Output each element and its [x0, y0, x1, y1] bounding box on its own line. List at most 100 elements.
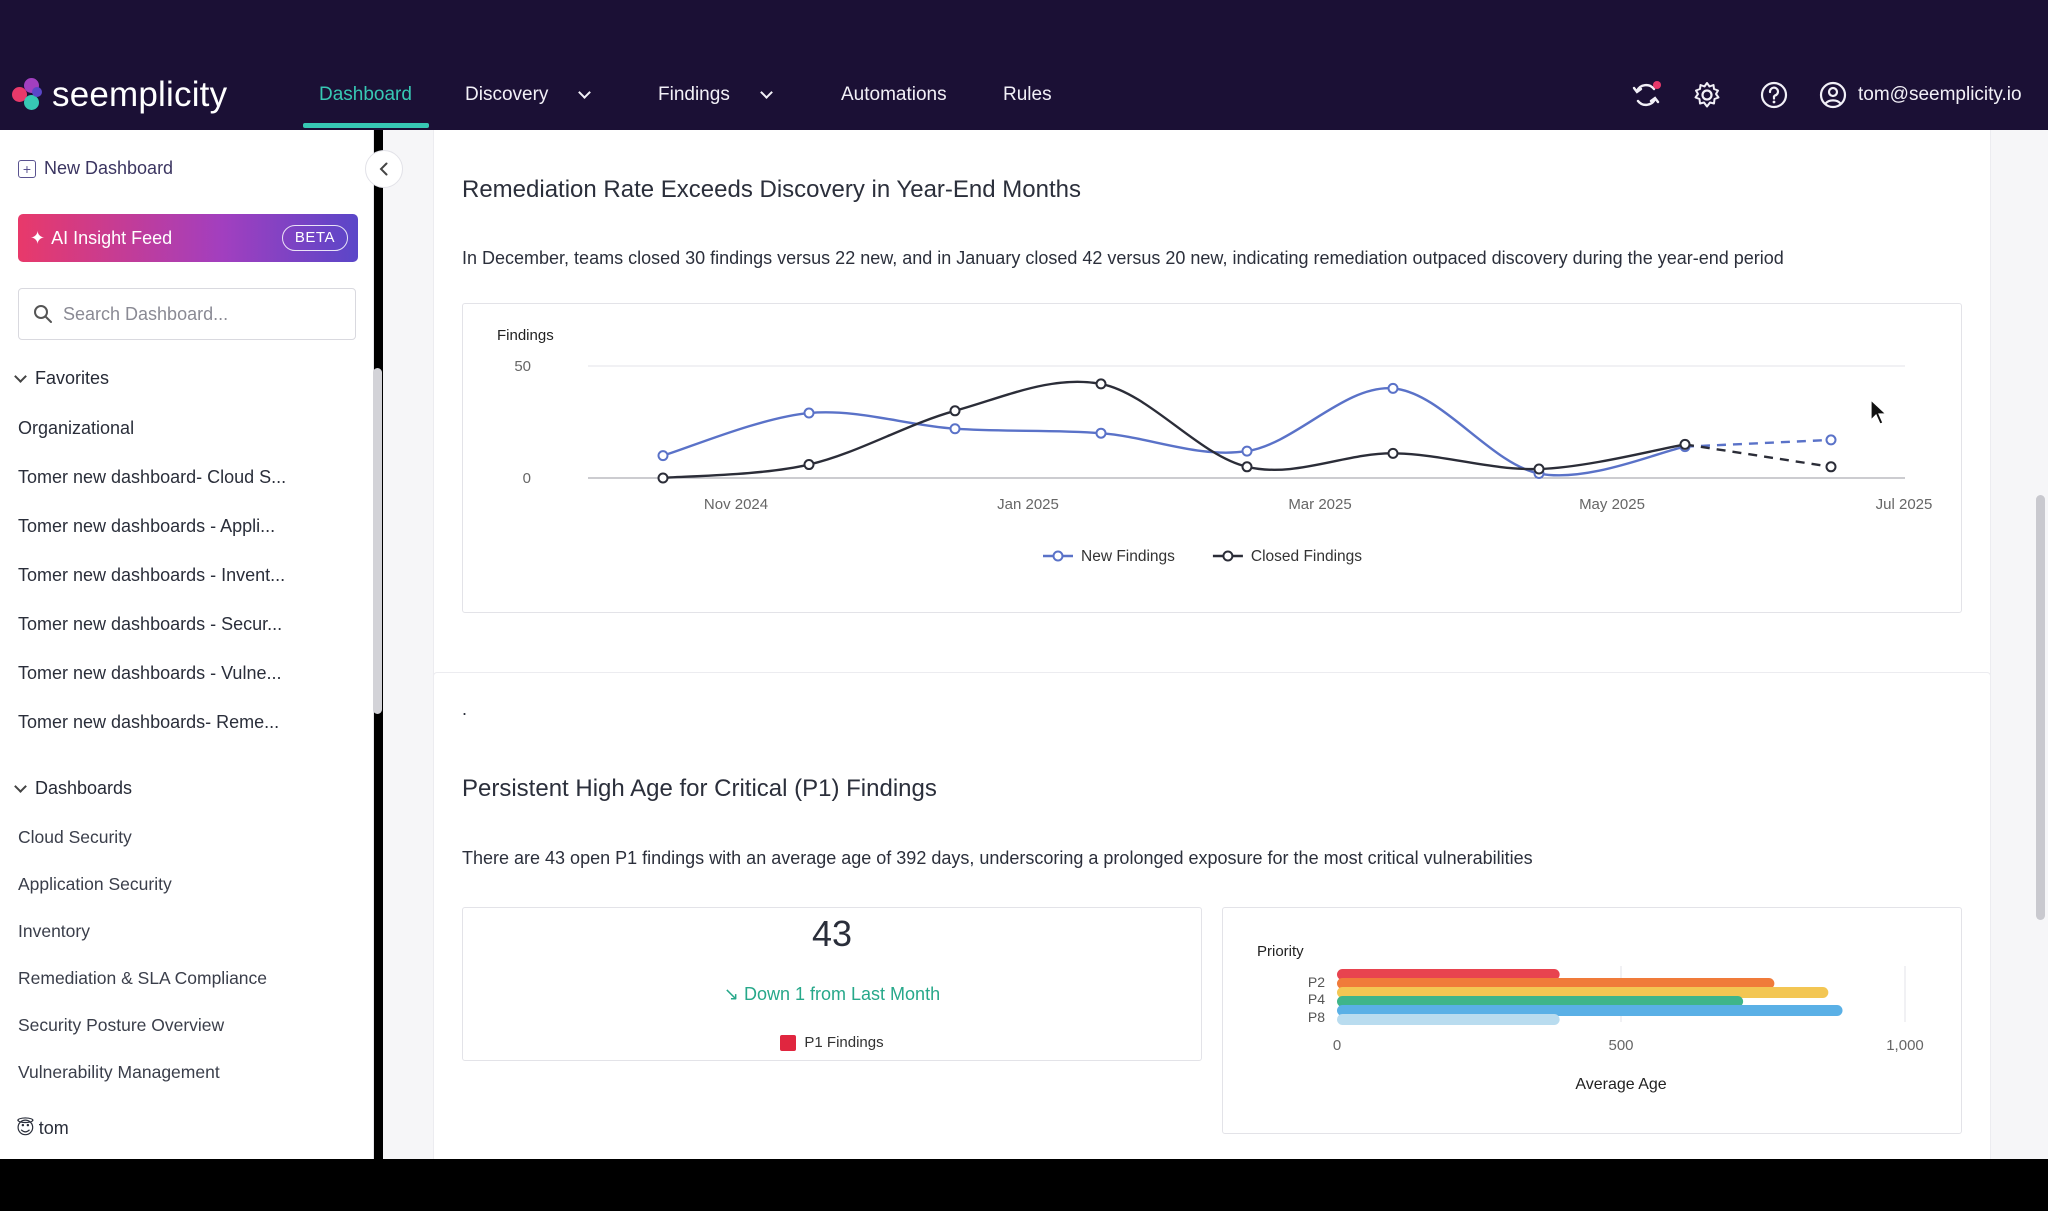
chevron-left-icon — [379, 162, 388, 176]
trend-down-icon: ↘ — [723, 984, 739, 1004]
favorite-item[interactable]: Tomer new dashboards - Appli... — [18, 516, 276, 536]
x-axis-title: Average Age — [1575, 1076, 1666, 1093]
data-point — [1533, 463, 1545, 475]
insight-title: Persistent High Age for Critical (P1) Fi… — [462, 775, 937, 802]
y-tick-label: 50 — [514, 358, 531, 375]
dashboard-item[interactable]: Security Posture Overview — [18, 1015, 225, 1035]
user-menu[interactable]: tom@seemplicity.io — [1818, 60, 2022, 130]
x-tick-label: May 2025 — [1579, 496, 1645, 513]
favorite-item[interactable]: Tomer new dashboards - Invent... — [18, 565, 286, 585]
caret-down-icon — [14, 779, 27, 793]
dashboard-item[interactable]: Cloud Security — [18, 827, 132, 847]
dashboard-item[interactable]: Vulnerability Management — [18, 1062, 220, 1082]
new-dashboard-button[interactable]: + New Dashboard — [18, 158, 173, 179]
x-tick-label: Mar 2025 — [1288, 496, 1351, 513]
brand-logo[interactable]: seemplicity — [12, 70, 227, 120]
data-point — [1679, 438, 1691, 450]
favorite-item[interactable]: Tomer new dashboards - Secur... — [18, 614, 283, 634]
beta-badge: BETA — [281, 225, 348, 251]
nav-automations[interactable]: Automations — [841, 60, 947, 130]
y-axis-title: Findings — [497, 327, 554, 344]
bar — [1337, 969, 1560, 980]
x-tick-label: Jan 2025 — [997, 496, 1059, 513]
favorites-title: Favorites — [35, 368, 110, 388]
settings-icon[interactable] — [1692, 60, 1722, 130]
search-dashboard-input[interactable] — [63, 303, 333, 325]
nav-findings-label: Findings — [658, 84, 730, 105]
help-icon[interactable] — [1759, 60, 1789, 130]
nav-rules-label: Rules — [1003, 84, 1052, 105]
insight-card-remediation: Remediation Rate Exceeds Discovery in Ye… — [433, 130, 1991, 786]
data-point — [1095, 427, 1107, 439]
y-tick-label: P4 — [1308, 991, 1325, 1007]
data-point — [949, 423, 961, 435]
legend-item: Closed Findings — [1212, 548, 1362, 565]
user-email: tom@seemplicity.io — [1858, 84, 2022, 105]
sidebar-scrollbar[interactable] — [373, 368, 382, 714]
nav-dashboard[interactable]: Dashboard — [319, 60, 412, 130]
dashboard-item[interactable]: Inventory — [18, 921, 90, 941]
window-top-band — [0, 0, 2048, 60]
search-dashboard-field[interactable] — [18, 288, 356, 340]
sidebar: + New Dashboard ✦ AI Insight Feed BETA F… — [0, 130, 374, 1159]
nav-findings[interactable]: Findings — [658, 60, 773, 130]
favorites-section-toggle[interactable]: Favorites — [14, 368, 110, 389]
favorite-item[interactable]: Organizational — [18, 418, 135, 438]
nav-rules[interactable]: Rules — [1003, 60, 1052, 130]
series-projection-line — [1684, 438, 1832, 448]
data-point — [949, 405, 961, 417]
user-name: tom — [38, 1118, 69, 1138]
ai-insight-feed-button[interactable]: ✦ AI Insight Feed BETA — [18, 214, 358, 262]
favorite-item[interactable]: Tomer new dashboard- Cloud S... — [18, 467, 287, 487]
kpi-legend: P1 Findings — [463, 1034, 1201, 1051]
chevron-down-icon — [578, 85, 592, 99]
findings-line-chart: Findings 0 50 Nov 2024 Jan 2025 Mar 2025 May 2… — [497, 327, 1932, 565]
data-point — [657, 450, 669, 462]
sparkle-icon: ✦ — [30, 227, 46, 248]
nav-discovery[interactable]: Discovery — [465, 60, 592, 130]
data-point — [1095, 378, 1107, 390]
kpi-panel: 43 ↘ Down 1 from Last Month P1 Findings — [462, 907, 1202, 1061]
sidebar-user[interactable]: 😇 tom — [16, 1118, 69, 1139]
dashboard-item[interactable]: Remediation & SLA Compliance — [18, 968, 268, 988]
legend-item: New Findings — [1043, 548, 1175, 565]
legend-marker — [1052, 550, 1064, 562]
top-navbar: seemplicity Dashboard Discovery Findings… — [0, 60, 2048, 130]
data-point — [803, 407, 815, 419]
legend-swatch — [780, 1034, 797, 1051]
kpi-legend-label: P1 Findings — [804, 1034, 884, 1051]
x-tick-label: 500 — [1608, 1037, 1633, 1054]
search-icon — [34, 305, 52, 323]
kpi-value: 43 — [811, 913, 853, 954]
sync-icon[interactable] — [1630, 60, 1662, 130]
series-line — [662, 387, 1686, 477]
x-tick-label: Nov 2024 — [704, 496, 768, 513]
main-scrollbar[interactable] — [2036, 495, 2045, 920]
data-point — [1387, 382, 1399, 394]
dashboards-section-toggle[interactable]: Dashboards — [14, 778, 132, 799]
mouse-cursor-icon — [1870, 398, 1888, 425]
kpi-trend-label: Down 1 from Last Month — [744, 984, 941, 1004]
insight-marker: . — [462, 699, 468, 719]
kpi-trend: ↘ Down 1 from Last Month — [463, 984, 1201, 1005]
insight-title: Remediation Rate Exceeds Discovery in Ye… — [462, 176, 1081, 203]
nav-dashboard-label: Dashboard — [319, 84, 412, 105]
favorite-item[interactable]: Tomer new dashboards- Reme... — [18, 712, 280, 732]
insight-description: There are 43 open P1 findings with an av… — [462, 848, 1533, 868]
dashboard-item[interactable]: Application Security — [18, 874, 172, 894]
brand-name: seemplicity — [52, 75, 228, 114]
series-line — [662, 380, 1686, 480]
nav-discovery-label: Discovery — [465, 84, 549, 105]
series-projection-line — [1684, 443, 1832, 468]
y-tick-label: P8 — [1308, 1009, 1325, 1025]
y-tick-label: P2 — [1308, 974, 1325, 990]
legend-marker — [1222, 550, 1234, 562]
favorite-item[interactable]: Tomer new dashboards - Vulne... — [18, 663, 282, 683]
legend-label: Closed Findings — [1251, 548, 1362, 565]
insight-card-p1-age: . Persistent High Age for Critical (P1) … — [433, 672, 1991, 1159]
logo-mark-icon — [12, 78, 46, 112]
collapse-sidebar-button[interactable] — [365, 150, 403, 188]
chevron-down-icon — [759, 85, 773, 99]
data-point — [1241, 461, 1253, 473]
